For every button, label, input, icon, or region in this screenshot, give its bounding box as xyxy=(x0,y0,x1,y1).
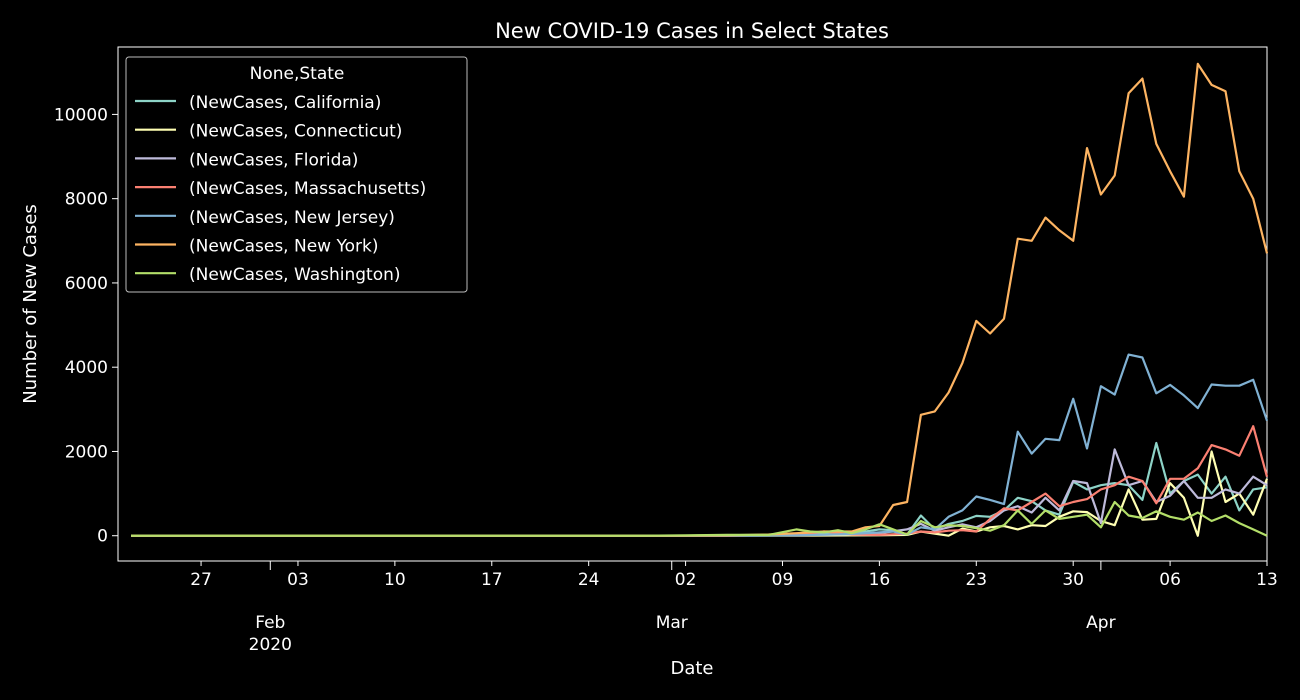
x-minor-tick-label: 17 xyxy=(481,570,503,590)
series-line xyxy=(131,62,1269,537)
x-major-tick-label: Feb xyxy=(255,613,285,633)
series-line xyxy=(131,448,1268,537)
legend-title: None,State xyxy=(250,64,345,84)
x-minor-tick-label: 02 xyxy=(675,570,697,590)
x-minor-tick-label: 09 xyxy=(772,570,794,590)
legend-entry-label: (NewCases, Washington) xyxy=(189,265,401,285)
y-tick-label: 10000 xyxy=(54,105,108,125)
chart-title: New COVID-19 Cases in Select States xyxy=(495,19,889,43)
y-tick-label: 2000 xyxy=(65,442,108,462)
x-minor-tick-label: 10 xyxy=(384,570,406,590)
x-minor-tick-label: 23 xyxy=(965,570,987,590)
y-axis-label: Number of New Cases xyxy=(20,204,41,404)
x-minor-tick-label: 03 xyxy=(287,570,309,590)
x-major-tick-label: Apr xyxy=(1086,613,1115,633)
x-major-tick-sublabel: 2020 xyxy=(249,635,292,655)
x-major-tick-label: Mar xyxy=(656,613,688,633)
legend-entry-label: (NewCases, Massachusetts) xyxy=(189,179,426,199)
legend-entry-label: (NewCases, New York) xyxy=(189,237,378,257)
series-line xyxy=(131,353,1269,537)
series-lines xyxy=(131,62,1269,537)
y-tick-label: 8000 xyxy=(65,190,108,210)
x-minor-tick-label: 06 xyxy=(1159,570,1181,590)
plot-frame xyxy=(117,46,1268,562)
x-minor-tick-label: 30 xyxy=(1062,570,1084,590)
legend: None,State (NewCases, California)(NewCas… xyxy=(125,56,468,293)
x-minor-tick-label: 27 xyxy=(190,570,212,590)
x-minor-tick-label: 24 xyxy=(578,570,600,590)
legend-entry-label: (NewCases, California) xyxy=(189,93,381,113)
series-line xyxy=(131,425,1269,537)
legend-entry-label: (NewCases, New Jersey) xyxy=(189,208,395,228)
legend-box xyxy=(125,56,468,293)
x-minor-tick-label: 16 xyxy=(869,570,891,590)
y-axis: 0 2000 4000 6000 8000 10000 xyxy=(54,105,118,547)
x-minor-tick-label: 13 xyxy=(1256,570,1278,590)
legend-entries: (NewCases, California) (NewCases, Connect… xyxy=(135,93,426,285)
y-tick-label: 4000 xyxy=(65,358,108,378)
series-line xyxy=(131,500,1268,537)
y-tick-label: 0 xyxy=(97,527,108,547)
y-tick-label: 6000 xyxy=(65,274,108,294)
x-axis-label: Date xyxy=(670,658,713,679)
legend-entry-label: (NewCases, Connecticut) xyxy=(189,122,402,142)
legend-entry-label: (NewCases, Florida) xyxy=(189,150,358,170)
